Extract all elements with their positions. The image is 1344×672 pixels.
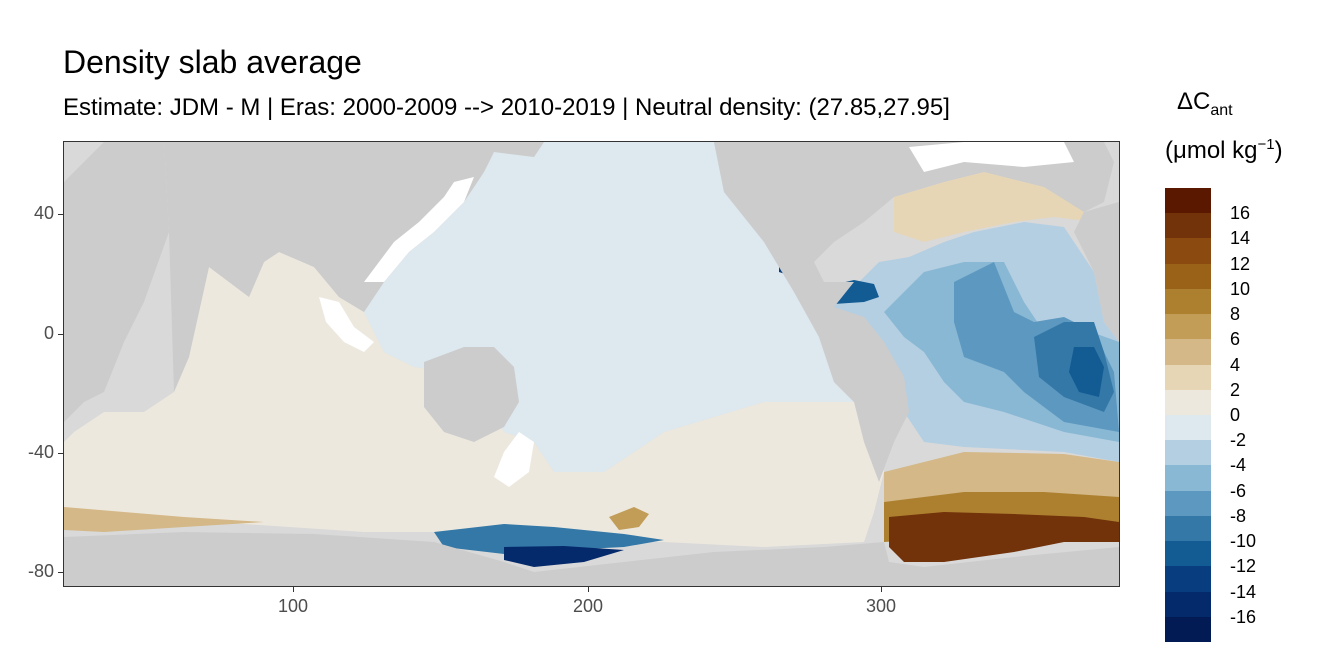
- colorbar-label: -14: [1230, 581, 1257, 602]
- x-tick-label: 100: [277, 596, 309, 616]
- no-data-arctic: [909, 142, 1074, 172]
- map-panel: [63, 141, 1120, 587]
- y-tick-mark-40: [58, 214, 63, 215]
- colorbar-label: 0: [1230, 405, 1241, 425]
- y-tick-label: -80: [27, 561, 54, 581]
- colorbar-swatch: [1165, 288, 1211, 315]
- colorbar-swatch: [1165, 213, 1211, 239]
- legend-unit-suffix: ): [1274, 137, 1283, 164]
- colorbar-label: 16: [1230, 203, 1251, 224]
- colorbar-swatch: [1165, 339, 1211, 365]
- colorbar-swatch: [1165, 566, 1211, 592]
- europe-africa-east-land: [1074, 202, 1119, 342]
- colorbar-label: -16: [1230, 606, 1257, 627]
- map-canvas: [64, 142, 1119, 586]
- colorbar-swatch: [1165, 389, 1211, 415]
- y-tick-mark-neg80: [58, 572, 63, 573]
- colorbar-label: 6: [1230, 329, 1241, 350]
- x-tick-mark-100: [293, 587, 294, 592]
- americas-land: [714, 142, 1114, 482]
- legend-title: ΔCant: [1177, 88, 1233, 120]
- colorbar-label: 8: [1230, 304, 1241, 325]
- atlantic-eastern-core: [1069, 347, 1104, 397]
- x-tick-mark-300: [881, 587, 882, 592]
- legend-symbol: ΔC: [1177, 88, 1211, 115]
- colorbar-swatch: [1165, 541, 1211, 567]
- colorbar-label: -4: [1230, 455, 1247, 476]
- x-tick-label: 200: [572, 596, 604, 616]
- ross-sea: [434, 524, 664, 554]
- colorbar-label: -6: [1230, 480, 1247, 501]
- coastal-patch: [609, 507, 649, 530]
- legend-unit: (μmol kg−1): [1165, 136, 1283, 165]
- australia-land: [424, 347, 519, 442]
- y-tick-mark-neg40: [58, 453, 63, 454]
- chart-subtitle: Estimate: JDM - M | Eras: 2000-2009 --> …: [63, 94, 950, 121]
- y-tick-mark-0: [58, 334, 63, 335]
- colorbar-swatch: [1165, 414, 1211, 441]
- colorbar-swatch: [1165, 490, 1211, 516]
- colorbar-label: 2: [1230, 379, 1241, 400]
- colorbar-label: 12: [1230, 253, 1251, 274]
- legend-subscript: ant: [1210, 101, 1233, 119]
- no-data-indonesia: [319, 297, 374, 352]
- colorbar-swatch: [1165, 440, 1211, 466]
- colorbar-label: -12: [1230, 556, 1257, 577]
- colorbar-swatch: [1165, 188, 1211, 214]
- colorbar: [1165, 188, 1211, 642]
- colorbar-swatch: [1165, 238, 1211, 264]
- y-tick-label: 40: [33, 203, 54, 223]
- legend-unit-superscript: −1: [1257, 136, 1275, 153]
- weddell-sea: [889, 512, 1119, 562]
- x-tick-label: 300: [865, 596, 897, 616]
- colorbar-swatch: [1165, 465, 1211, 491]
- colorbar-swatch: [1165, 364, 1211, 390]
- x-tick-mark-200: [588, 587, 589, 592]
- colorbar-swatch: [1165, 314, 1211, 340]
- no-data-north-pacific: [364, 177, 474, 282]
- no-data-tasman: [494, 432, 534, 487]
- colorbar-swatch: [1165, 263, 1211, 289]
- colorbar-swatch: [1165, 515, 1211, 542]
- indian-coast-strip: [64, 507, 264, 532]
- y-tick-label: 0: [43, 323, 54, 343]
- legend-unit-prefix: (μmol kg: [1165, 137, 1258, 164]
- ross-sea-deep: [504, 546, 624, 567]
- colorbar-label: 4: [1230, 354, 1241, 375]
- antarctica-land: [64, 532, 1119, 586]
- colorbar-label: 14: [1230, 228, 1251, 249]
- colorbar-swatch: [1165, 591, 1211, 617]
- y-tick-label: -40: [27, 442, 54, 462]
- north-atlantic-subpolar: [894, 172, 1094, 242]
- colorbar-label: -10: [1230, 531, 1257, 552]
- colorbar-label: -8: [1230, 505, 1247, 526]
- colorbar-swatch: [1165, 616, 1211, 642]
- colorbar-label: 10: [1230, 278, 1251, 299]
- chart-title: Density slab average: [63, 44, 362, 80]
- africa-land: [64, 142, 169, 422]
- colorbar-label: -2: [1230, 430, 1247, 451]
